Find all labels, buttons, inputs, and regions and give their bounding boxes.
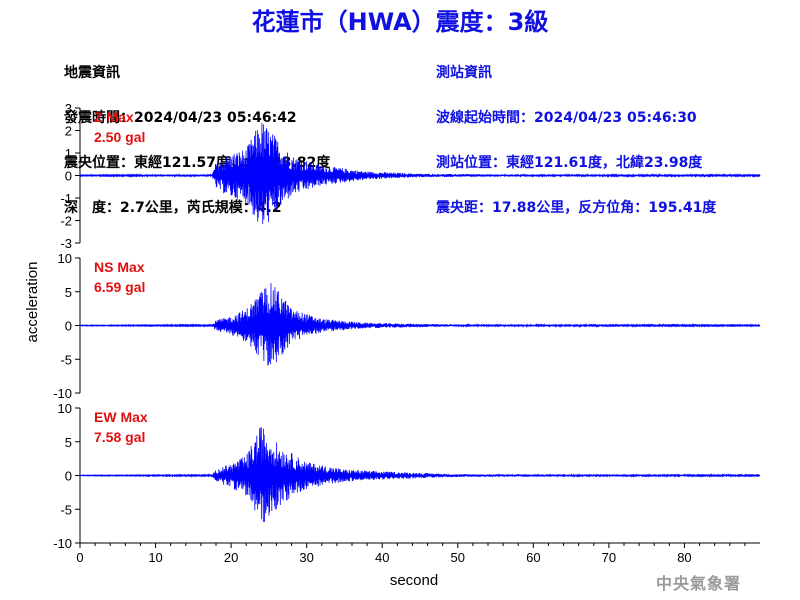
panel-z: 3 2 1 0 -1 -2 -3 Z Max 2.50 gal bbox=[60, 101, 761, 251]
max-label-ns: NS Max bbox=[94, 259, 145, 275]
waveform-z bbox=[79, 123, 761, 224]
y-tick-label: 5 bbox=[65, 285, 72, 300]
y-tick-label: 2 bbox=[65, 124, 72, 139]
station-info-block: 測站資訊 波線起始時間：2024/04/23 05:46:30 測站位置：東經1… bbox=[436, 36, 716, 231]
y-tick-label: 10 bbox=[58, 401, 72, 416]
station-info-heading: 測站資訊 bbox=[436, 65, 492, 81]
y-tick-label: 0 bbox=[65, 319, 72, 334]
agency-watermark: 中央氣象署 bbox=[656, 574, 742, 593]
origin-time: 發震時間：2024/04/23 05:46:42 bbox=[64, 110, 297, 126]
depth-magnitude: 深 度：2.7公里，芮氏規模：4.2 bbox=[64, 200, 282, 216]
y-tick-label: 3 bbox=[65, 101, 72, 116]
x-tick-label: 30 bbox=[299, 550, 313, 565]
y-tick-label: 0 bbox=[65, 169, 72, 184]
y-axis-title: acceleration bbox=[24, 262, 41, 343]
y-tick-label: -2 bbox=[60, 214, 72, 229]
y-tick-label: 5 bbox=[65, 435, 72, 450]
panel-ew: 10 5 0 -5 -10 EW Max 7.58 gal bbox=[53, 401, 761, 551]
y-tick-label: 10 bbox=[58, 251, 72, 266]
x-tick-label: 0 bbox=[76, 550, 83, 565]
wave-start-time: 波線起始時間：2024/04/23 05:46:30 bbox=[436, 110, 697, 126]
max-label-ew: EW Max bbox=[94, 409, 148, 425]
station-location: 測站位置：東經121.61度，北緯23.98度 bbox=[436, 155, 703, 171]
y-tick-label: -1 bbox=[60, 191, 72, 206]
waveform-ns bbox=[79, 283, 761, 366]
x-tick-label: 60 bbox=[526, 550, 540, 565]
x-axis: 0 10 20 30 40 50 60 70 80 bbox=[76, 542, 760, 565]
max-value-ew: 7.58 gal bbox=[94, 429, 145, 445]
distance-azimuth: 震央距：17.88公里，反方位角：195.41度 bbox=[436, 200, 717, 216]
x-tick-label: 20 bbox=[224, 550, 238, 565]
page-title: 花蓮市（HWA）震度：3級 bbox=[251, 8, 549, 36]
y-tick-label: -3 bbox=[60, 236, 72, 251]
y-tick-label: -10 bbox=[53, 536, 72, 551]
y-tick-label: 1 bbox=[65, 146, 72, 161]
y-tick-label: 0 bbox=[65, 469, 72, 484]
x-tick-label: 70 bbox=[602, 550, 616, 565]
max-value-ns: 6.59 gal bbox=[94, 279, 145, 295]
max-label-z: Z Max bbox=[94, 109, 134, 125]
y-tick-label: -5 bbox=[60, 502, 72, 517]
waveform-ew bbox=[79, 427, 761, 523]
x-axis-title: second bbox=[390, 572, 438, 589]
y-tick-label: -10 bbox=[53, 386, 72, 401]
panel-ns: 10 5 0 -5 -10 NS Max 6.59 gal bbox=[53, 251, 761, 401]
x-tick-label: 40 bbox=[375, 550, 389, 565]
x-tick-label: 50 bbox=[451, 550, 465, 565]
x-tick-label: 80 bbox=[677, 550, 691, 565]
x-tick-label: 10 bbox=[148, 550, 162, 565]
quake-info-heading: 地震資訊 bbox=[64, 65, 120, 81]
y-tick-label: -5 bbox=[60, 352, 72, 367]
max-value-z: 2.50 gal bbox=[94, 129, 145, 145]
